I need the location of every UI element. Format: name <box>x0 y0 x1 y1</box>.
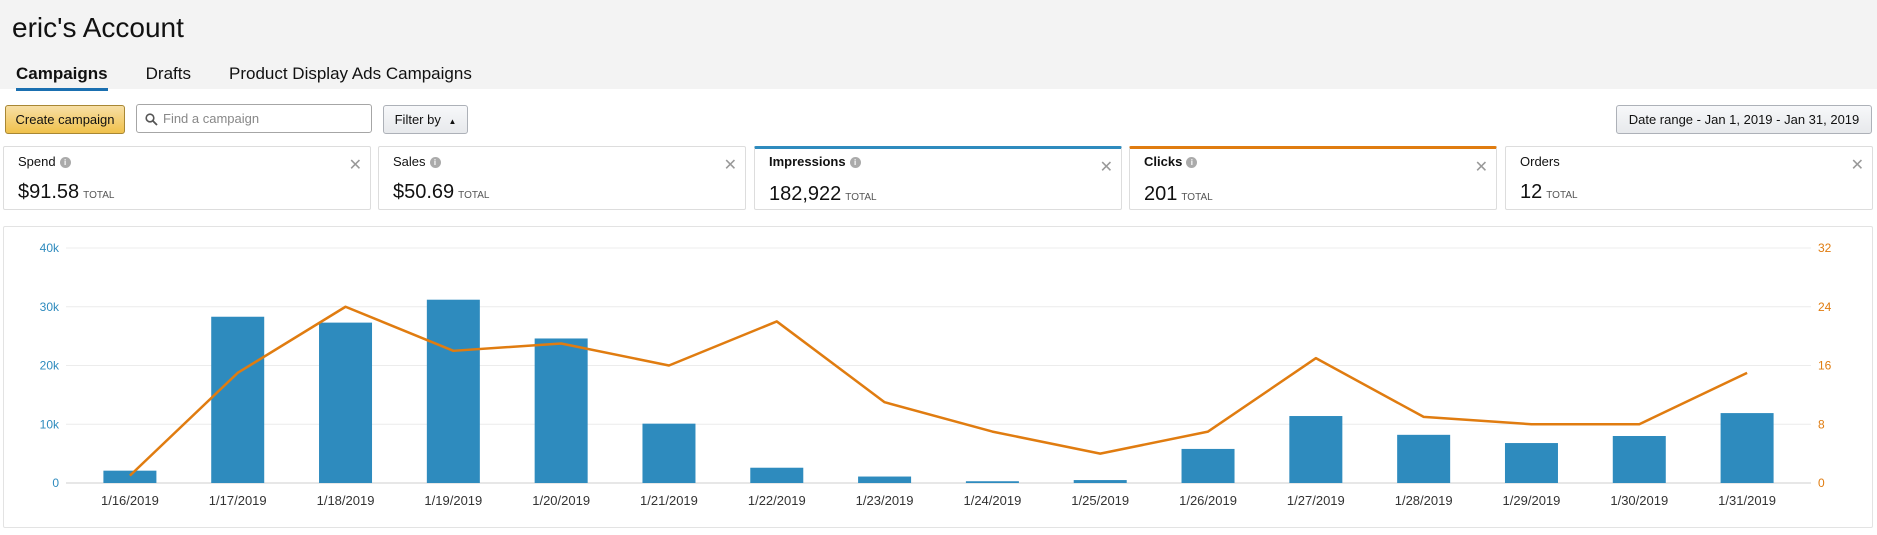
performance-chart-panel: 0 10k 20k 30k 40k 0 8 16 24 32 1/16/2019 1/17/2019 1… <box>3 226 1873 528</box>
x-tick-label: 1/16/2019 <box>101 493 159 508</box>
tab-campaigns[interactable]: Campaigns <box>16 64 108 91</box>
filter-by-button[interactable]: Filter by ▲︎ <box>383 105 468 134</box>
x-tick-label: 1/19/2019 <box>424 493 482 508</box>
x-tick-label: 1/31/2019 <box>1718 493 1776 508</box>
metric-card-orders[interactable]: Orders 12 TOTAL ✕ <box>1505 146 1873 210</box>
impressions-bar <box>1720 413 1774 483</box>
x-tick-label: 1/23/2019 <box>856 493 914 508</box>
impressions-bar <box>1073 480 1127 483</box>
y-left-tick-label: 20k <box>40 359 60 373</box>
metric-total-label: TOTAL <box>1546 190 1578 201</box>
x-tick-label: 1/24/2019 <box>963 493 1021 508</box>
metric-value: 182,922 <box>769 183 842 205</box>
y-right-tick-label: 32 <box>1818 241 1832 255</box>
metric-total-label: TOTAL <box>83 190 115 201</box>
impressions-bar <box>1397 434 1451 483</box>
impressions-bar <box>534 338 588 483</box>
impressions-bar <box>858 476 912 483</box>
metric-card-impressions[interactable]: Impressions i 182,922 TOTAL ✕ <box>754 146 1122 210</box>
metric-total-label: TOTAL <box>845 192 877 203</box>
info-icon[interactable]: i <box>849 157 861 168</box>
impressions-bar <box>1504 443 1558 483</box>
impressions-bar <box>426 299 480 483</box>
metric-card-spend[interactable]: Spend i $91.58 TOTAL ✕ <box>3 146 371 210</box>
close-icon[interactable]: ✕ <box>348 157 362 174</box>
close-icon[interactable]: ✕ <box>1474 159 1488 176</box>
performance-chart: 0 10k 20k 30k 40k 0 8 16 24 32 1/16/2019 1/17/2019 1… <box>40 241 1832 508</box>
metric-value: $50.69 <box>393 181 455 203</box>
impressions-bar <box>642 423 696 483</box>
search-input[interactable] <box>163 108 363 129</box>
y-left-tick-label: 40k <box>40 241 60 255</box>
search-icon <box>145 113 158 126</box>
date-range-button[interactable]: Date range - Jan 1, 2019 - Jan 31, 2019 <box>1616 105 1872 134</box>
x-tick-label: 1/30/2019 <box>1610 493 1668 508</box>
x-tick-label: 1/18/2019 <box>317 493 375 508</box>
page-header: eric's Account Campaigns Drafts Product … <box>0 0 1877 91</box>
y-left-tick-label: 0 <box>52 476 59 490</box>
x-tick-label: 1/25/2019 <box>1071 493 1129 508</box>
x-tick-label: 1/22/2019 <box>748 493 806 508</box>
metric-value: 201 <box>1144 183 1178 205</box>
y-right-tick-label: 8 <box>1818 417 1825 431</box>
x-tick-label: 1/29/2019 <box>1503 493 1561 508</box>
tab-drafts[interactable]: Drafts <box>145 64 191 83</box>
close-icon[interactable]: ✕ <box>1099 159 1113 176</box>
impressions-bar <box>1181 448 1235 483</box>
tab-product-display-ads[interactable]: Product Display Ads Campaigns <box>228 64 472 83</box>
x-tick-label: 1/20/2019 <box>532 493 590 508</box>
metric-total-label: TOTAL <box>458 190 490 201</box>
create-campaign-button[interactable]: Create campaign <box>5 105 125 134</box>
y-left-tick-label: 10k <box>40 417 60 431</box>
impressions-bar <box>1612 436 1666 483</box>
x-tick-label: 1/17/2019 <box>209 493 267 508</box>
metric-label: Sales <box>393 154 426 169</box>
y-right-tick-label: 0 <box>1818 476 1825 490</box>
impressions-bar <box>211 316 265 483</box>
clicks-line <box>129 305 1748 477</box>
info-icon[interactable]: i <box>1186 157 1198 168</box>
metric-label: Impressions <box>769 154 846 169</box>
x-tick-label: 1/28/2019 <box>1395 493 1453 508</box>
impressions-bar <box>750 467 804 483</box>
campaign-search[interactable] <box>136 104 372 133</box>
x-tick-label: 1/21/2019 <box>640 493 698 508</box>
close-icon[interactable]: ✕ <box>1850 157 1864 174</box>
metric-label: Clicks <box>1144 154 1183 169</box>
y-right-tick-label: 16 <box>1818 359 1832 373</box>
info-icon[interactable]: i <box>59 157 71 168</box>
x-tick-label: 1/27/2019 <box>1287 493 1345 508</box>
info-icon[interactable]: i <box>429 157 441 168</box>
impressions-bar <box>1289 416 1343 483</box>
metric-label: Orders <box>1520 154 1560 169</box>
metric-value: 12 <box>1520 181 1543 203</box>
y-left-tick-label: 30k <box>40 300 60 314</box>
metric-label: Spend <box>18 154 56 169</box>
metric-value: $91.58 <box>18 181 80 203</box>
filter-by-label: Filter by <box>394 112 441 127</box>
metric-card-sales[interactable]: Sales i $50.69 TOTAL ✕ <box>378 146 746 210</box>
campaign-tabs: Campaigns Drafts Product Display Ads Cam… <box>16 64 510 91</box>
impressions-bar <box>965 481 1019 483</box>
x-tick-label: 1/26/2019 <box>1179 493 1237 508</box>
close-icon[interactable]: ✕ <box>723 157 737 174</box>
y-right-tick-label: 24 <box>1818 300 1832 314</box>
impressions-bar <box>103 470 157 483</box>
metric-card-clicks[interactable]: Clicks i 201 TOTAL ✕ <box>1129 146 1497 210</box>
account-title: eric's Account <box>12 12 184 43</box>
impressions-bar <box>319 322 373 483</box>
metric-total-label: TOTAL <box>1181 192 1213 203</box>
sort-arrows-icon: ▲︎ <box>448 117 457 126</box>
